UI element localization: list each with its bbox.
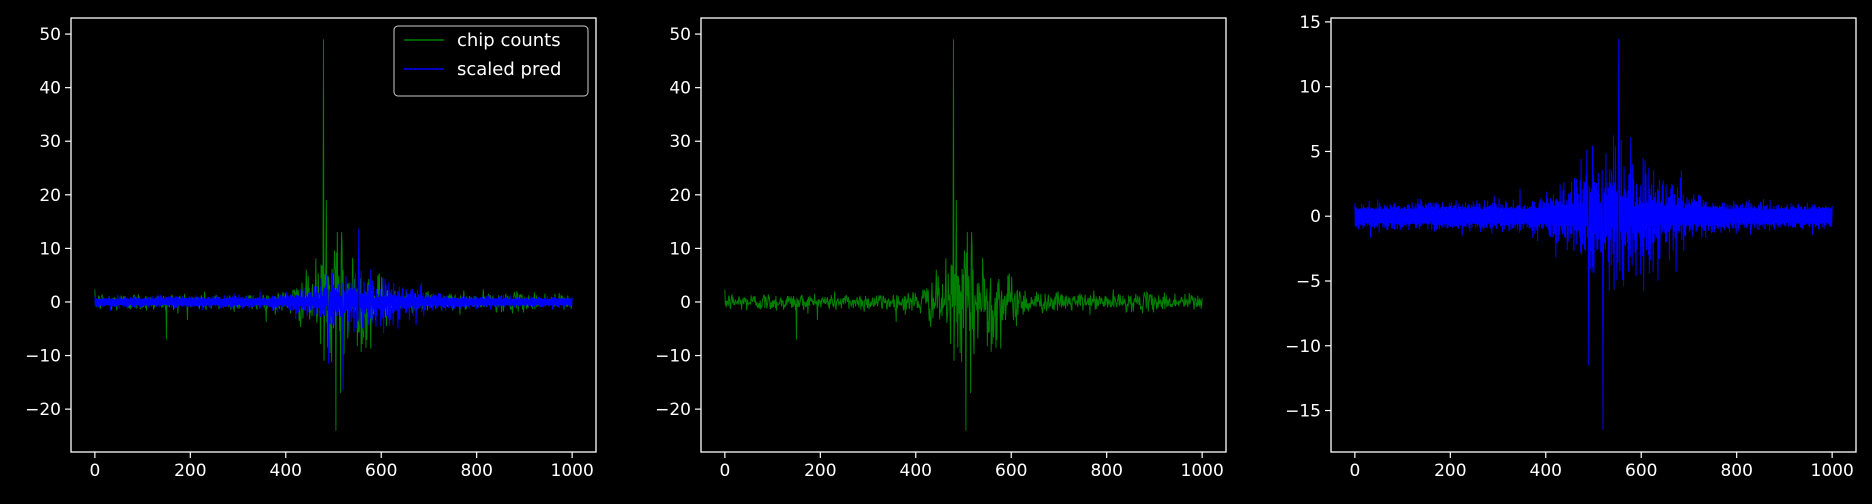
x-tick-label: 200 <box>804 461 836 481</box>
axes-frame <box>700 17 1227 453</box>
legend: chip counts scaled pred <box>393 25 589 97</box>
y-tick-label: 10 <box>1299 78 1321 98</box>
axes-frame <box>1330 17 1857 453</box>
series-line-scaled-pred <box>1354 38 1833 430</box>
y-tick-label: 30 <box>669 132 691 152</box>
y-tick-label: 0 <box>680 293 691 313</box>
x-tick-label: 0 <box>719 461 730 481</box>
y-tick-label: 10 <box>669 239 691 259</box>
y-tick-label: 0 <box>1310 207 1321 227</box>
y-tick-label: 20 <box>669 186 691 206</box>
x-tick-label: 400 <box>1530 461 1562 481</box>
legend-label: chip counts <box>457 30 561 51</box>
y-tick-label: 10 <box>39 239 61 259</box>
y-tick-label: −20 <box>655 400 691 420</box>
x-tick-label: 1000 <box>1181 461 1224 481</box>
x-tick-label: 600 <box>1625 461 1657 481</box>
y-tick-label: −10 <box>655 347 691 367</box>
chart-panel-3: 0 200 400 600 800 1000 −15 −10 −5 0 5 10 15 <box>1285 13 1857 481</box>
x-tick-label: 1000 <box>551 461 594 481</box>
y-tick-label: 15 <box>1299 13 1321 33</box>
y-tick-label: 40 <box>39 79 61 99</box>
y-tick-label: 50 <box>39 25 61 45</box>
x-tick-label: 800 <box>1090 461 1122 481</box>
y-tick-label: 0 <box>50 293 61 313</box>
x-tick-label: 200 <box>174 461 206 481</box>
x-tick-label: 800 <box>1720 461 1752 481</box>
x-tick-label: 200 <box>1434 461 1466 481</box>
series-line-scaled-pred <box>94 228 573 391</box>
y-tick-label: 5 <box>1310 142 1321 162</box>
y-tick-label: 40 <box>669 79 691 99</box>
series-line-chip-counts <box>724 39 1203 431</box>
chart-panel-1: 0 200 400 600 800 1000 −20 −10 0 10 20 30 40 50 chip c… <box>25 17 597 481</box>
x-tick-label: 400 <box>270 461 302 481</box>
x-tick-label: 600 <box>365 461 397 481</box>
y-tick-label: −15 <box>1285 402 1321 422</box>
y-tick-label: 30 <box>39 132 61 152</box>
chart-panel-2: 0 200 400 600 800 1000 −20 −10 0 10 20 30 40 50 <box>655 17 1227 481</box>
y-tick-label: 20 <box>39 186 61 206</box>
x-tick-label: 800 <box>460 461 492 481</box>
x-tick-label: 600 <box>995 461 1027 481</box>
x-tick-label: 1000 <box>1811 461 1854 481</box>
y-tick-label: −5 <box>1296 272 1321 292</box>
x-tick-label: 0 <box>1349 461 1360 481</box>
y-tick-label: −10 <box>1285 337 1321 357</box>
y-tick-label: −20 <box>25 400 61 420</box>
axes-frame <box>70 17 597 453</box>
y-tick-label: −10 <box>25 347 61 367</box>
x-tick-label: 0 <box>89 461 100 481</box>
x-tick-label: 400 <box>900 461 932 481</box>
y-tick-label: 50 <box>669 25 691 45</box>
legend-label: scaled pred <box>457 59 561 80</box>
legend-box <box>393 25 589 97</box>
